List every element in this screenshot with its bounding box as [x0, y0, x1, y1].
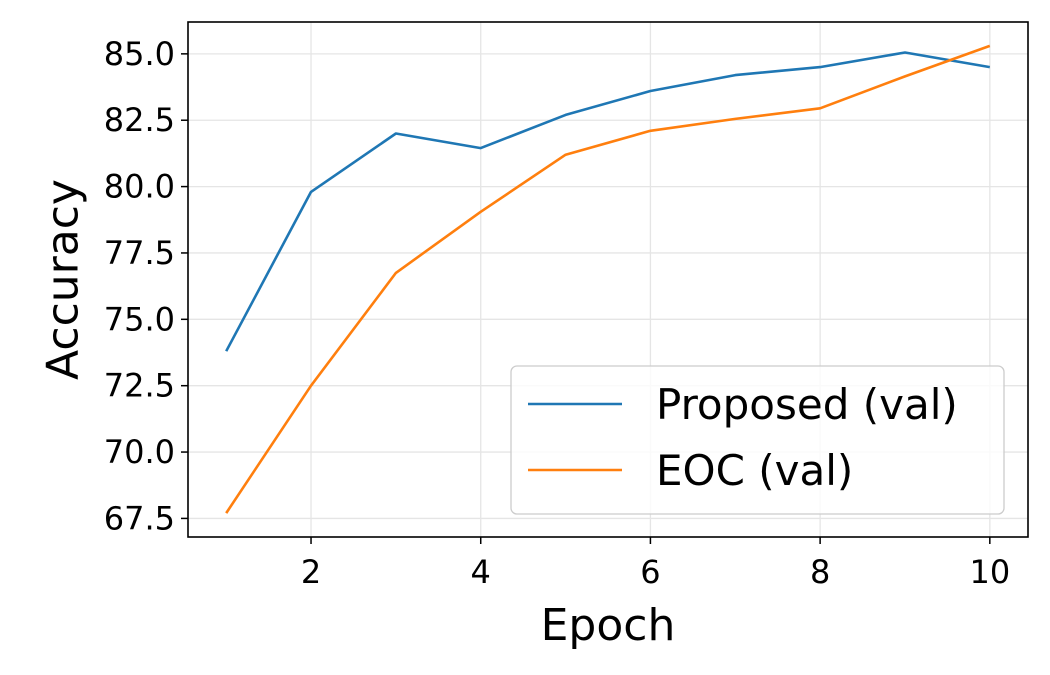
y-tick-label: 72.5 [104, 367, 175, 405]
axis-ticks: 2 4 6 8 10 67.5 70.0 72.5 75.0 77.5 80.0 82.5 85.0 [104, 35, 1010, 591]
grid [188, 22, 1028, 537]
y-tick-label: 77.5 [104, 234, 175, 272]
x-tick-label: 8 [810, 553, 830, 591]
x-tick-label: 6 [640, 553, 660, 591]
x-tick-label: 4 [471, 553, 491, 591]
legend-box [510, 365, 1005, 515]
legend: Proposed (val) EOC (val) [510, 365, 1005, 515]
y-tick-label: 70.0 [104, 433, 175, 471]
y-axis-title: Accuracy [37, 179, 88, 380]
x-axis-title: Epoch [541, 600, 676, 651]
y-tick-label: 67.5 [104, 499, 175, 537]
plot-frame [187, 21, 1029, 538]
y-tick-label: 80.0 [104, 168, 175, 206]
y-tick-label: 85.0 [104, 35, 175, 73]
y-tick-label: 82.5 [104, 101, 175, 139]
series-lines [225, 44, 991, 514]
series-line-eoc [225, 44, 991, 514]
x-tick-label: 2 [301, 553, 321, 591]
y-tick-label: 75.0 [104, 300, 175, 338]
legend-label-eoc: EOC (val) [656, 446, 853, 495]
x-tick-label: 10 [969, 553, 1010, 591]
series-line-proposed [225, 51, 991, 352]
legend-label-proposed: Proposed (val) [656, 380, 958, 429]
